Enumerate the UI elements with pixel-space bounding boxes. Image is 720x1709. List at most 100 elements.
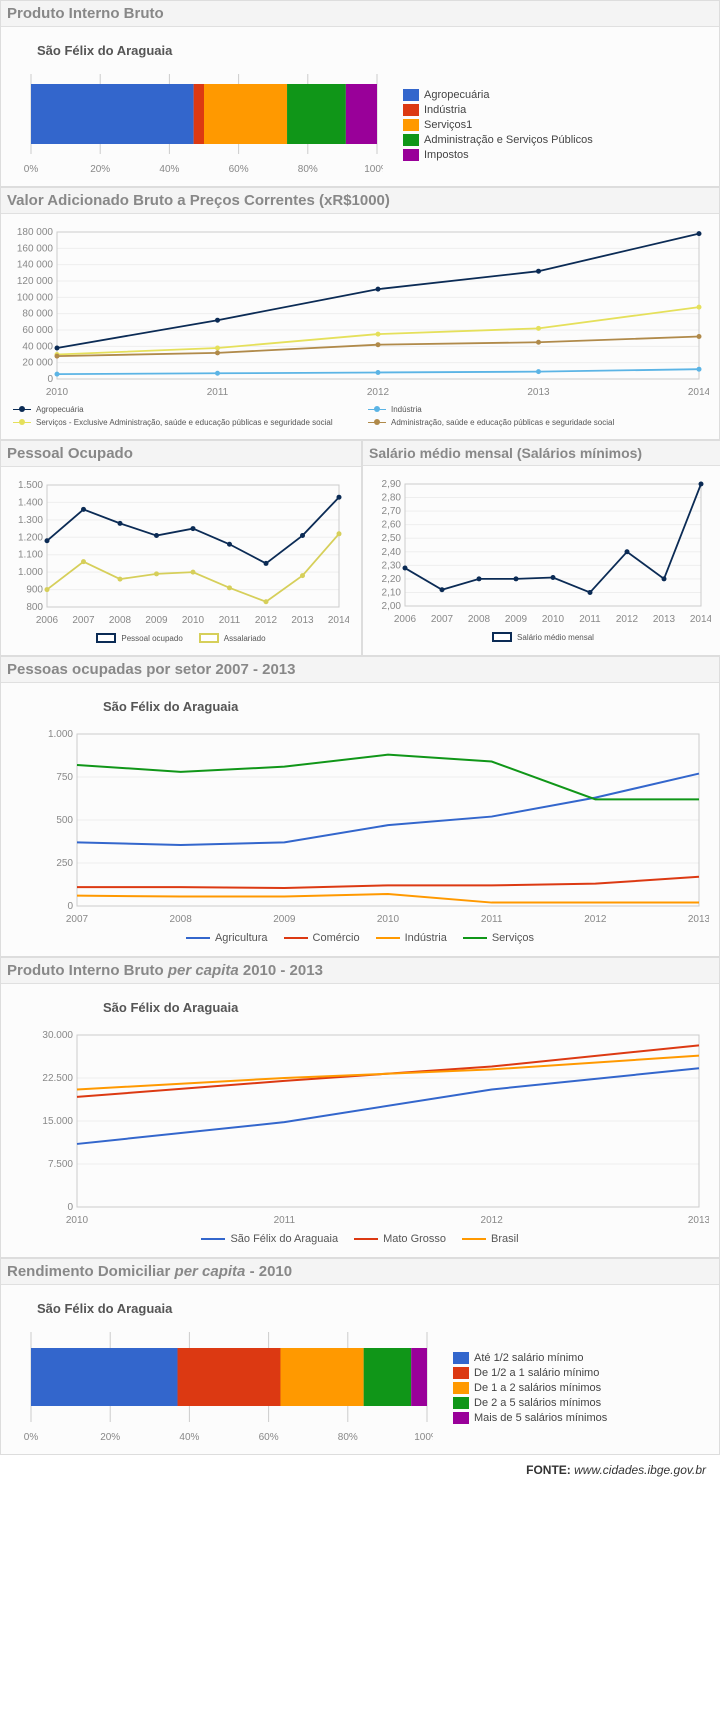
svg-text:100 000: 100 000 [17, 292, 54, 303]
svg-text:80%: 80% [298, 164, 318, 175]
rendimento-title: Rendimento Domiciliar per capita - 2010 [1, 1259, 719, 1285]
svg-text:2011: 2011 [207, 387, 229, 398]
setor-legend: AgriculturaComércioIndústriaServiços [13, 926, 707, 950]
rendimento-subtitle: São Félix do Araguaia [13, 1295, 707, 1328]
salario-chart: 2,002,102,202,302,402,502,602,702,802,90… [375, 476, 711, 626]
svg-text:2012: 2012 [367, 387, 390, 398]
svg-text:180 000: 180 000 [17, 227, 54, 238]
rendimento-section: Rendimento Domiciliar per capita - 2010 … [0, 1258, 720, 1455]
svg-text:1.200: 1.200 [18, 532, 43, 543]
setor-subtitle: São Félix do Araguaia [13, 693, 707, 726]
svg-text:2,70: 2,70 [382, 506, 402, 517]
svg-text:2012: 2012 [255, 615, 278, 626]
vab-title: Valor Adicionado Bruto a Preços Corrente… [1, 188, 719, 214]
svg-text:250: 250 [56, 858, 73, 869]
svg-text:2010: 2010 [182, 615, 205, 626]
svg-text:2012: 2012 [584, 914, 607, 925]
svg-text:2011: 2011 [274, 1215, 296, 1226]
svg-text:60%: 60% [259, 1432, 279, 1443]
svg-text:60 000: 60 000 [22, 325, 53, 336]
pessoal-chart: 8009001.0001.1001.2001.3001.4001.5002006… [13, 477, 349, 627]
svg-text:1.000: 1.000 [18, 567, 43, 578]
svg-text:1.100: 1.100 [18, 550, 43, 561]
svg-text:0%: 0% [24, 164, 39, 175]
svg-text:2007: 2007 [72, 615, 95, 626]
svg-text:2011: 2011 [579, 614, 601, 625]
svg-text:100%: 100% [414, 1432, 433, 1443]
svg-text:140 000: 140 000 [17, 260, 54, 271]
svg-text:2012: 2012 [481, 1215, 504, 1226]
pib-title: Produto Interno Bruto [1, 1, 719, 27]
svg-text:2,00: 2,00 [382, 601, 402, 612]
salario-title: Salário médio mensal (Salários mínimos) [363, 441, 720, 466]
svg-text:2,10: 2,10 [382, 587, 402, 598]
percapita-section: Produto Interno Bruto per capita 2010 - … [0, 957, 720, 1258]
svg-text:60%: 60% [229, 164, 249, 175]
svg-text:40 000: 40 000 [22, 341, 53, 352]
svg-text:2006: 2006 [394, 614, 417, 625]
svg-text:2014: 2014 [690, 614, 711, 625]
svg-text:2013: 2013 [653, 614, 676, 625]
svg-text:30.000: 30.000 [42, 1030, 73, 1041]
source-url: www.cidades.ibge.gov.br [574, 1463, 706, 1477]
svg-text:2007: 2007 [66, 914, 89, 925]
svg-text:0: 0 [67, 1202, 73, 1213]
svg-text:2009: 2009 [505, 614, 528, 625]
svg-text:2014: 2014 [328, 615, 349, 626]
percapita-subtitle: São Félix do Araguaia [13, 994, 707, 1027]
salario-legend: Salário médio mensal [375, 626, 711, 648]
svg-text:2,80: 2,80 [382, 493, 402, 504]
svg-text:160 000: 160 000 [17, 243, 54, 254]
svg-text:2,50: 2,50 [382, 533, 402, 544]
svg-text:2008: 2008 [170, 914, 193, 925]
svg-text:2,40: 2,40 [382, 547, 402, 558]
percapita-legend: São Félix do AraguaiaMato GrossoBrasil [13, 1227, 707, 1251]
svg-text:2014: 2014 [688, 387, 709, 398]
svg-text:15.000: 15.000 [42, 1116, 73, 1127]
svg-text:0%: 0% [24, 1432, 39, 1443]
svg-text:2012: 2012 [616, 614, 639, 625]
svg-text:2,90: 2,90 [382, 479, 402, 490]
percapita-title-text: Produto Interno Bruto per capita 2010 - … [7, 962, 323, 979]
vab-chart: 020 00040 00060 00080 000100 000120 0001… [13, 224, 709, 399]
pessoal-section: Pessoal Ocupado 8009001.0001.1001.2001.3… [0, 440, 362, 656]
svg-text:22.500: 22.500 [42, 1073, 73, 1084]
svg-text:1.000: 1.000 [48, 729, 73, 740]
source-line: FONTE: www.cidades.ibge.gov.br [0, 1455, 720, 1485]
svg-text:1.500: 1.500 [18, 480, 43, 491]
svg-text:2,60: 2,60 [382, 520, 402, 531]
setor-section: Pessoas ocupadas por setor 2007 - 2013 S… [0, 656, 720, 957]
svg-text:2011: 2011 [219, 615, 241, 626]
svg-text:2013: 2013 [291, 615, 314, 626]
svg-text:7.500: 7.500 [48, 1159, 73, 1170]
svg-text:2008: 2008 [109, 615, 132, 626]
salario-section: Salário médio mensal (Salários mínimos) … [362, 440, 720, 656]
svg-text:80%: 80% [338, 1432, 358, 1443]
svg-text:40%: 40% [159, 164, 179, 175]
setor-chart: 02505007501.0002007200820092010201120122… [13, 726, 709, 926]
svg-text:80 000: 80 000 [22, 309, 53, 320]
percapita-chart: 07.50015.00022.50030.0002010201120122013 [13, 1027, 709, 1227]
svg-text:2010: 2010 [46, 387, 69, 398]
pib-subtitle: São Félix do Araguaia [13, 37, 707, 70]
pessoal-title: Pessoal Ocupado [1, 441, 361, 467]
rendimento-legend: Até 1/2 salário mínimoDe 1/2 a 1 salário… [453, 1349, 607, 1427]
svg-text:120 000: 120 000 [17, 276, 54, 287]
vab-legend: AgropecuáriaIndústriaServiços - Exclusiv… [13, 399, 707, 433]
svg-text:20%: 20% [100, 1432, 120, 1443]
svg-text:2006: 2006 [36, 615, 59, 626]
svg-text:900: 900 [26, 585, 43, 596]
pib-legend: AgropecuáriaIndústriaServiços1Administra… [403, 86, 593, 164]
svg-text:100%: 100% [364, 164, 383, 175]
svg-text:800: 800 [26, 602, 43, 613]
svg-text:2010: 2010 [542, 614, 565, 625]
vab-section: Valor Adicionado Bruto a Preços Corrente… [0, 187, 720, 440]
svg-text:2009: 2009 [145, 615, 168, 626]
svg-text:2010: 2010 [66, 1215, 89, 1226]
svg-text:0: 0 [67, 901, 73, 912]
svg-text:750: 750 [56, 772, 73, 783]
percapita-title: Produto Interno Bruto per capita 2010 - … [1, 958, 719, 984]
svg-text:2007: 2007 [431, 614, 454, 625]
svg-text:2,30: 2,30 [382, 560, 402, 571]
source-label: FONTE: [526, 1463, 571, 1477]
